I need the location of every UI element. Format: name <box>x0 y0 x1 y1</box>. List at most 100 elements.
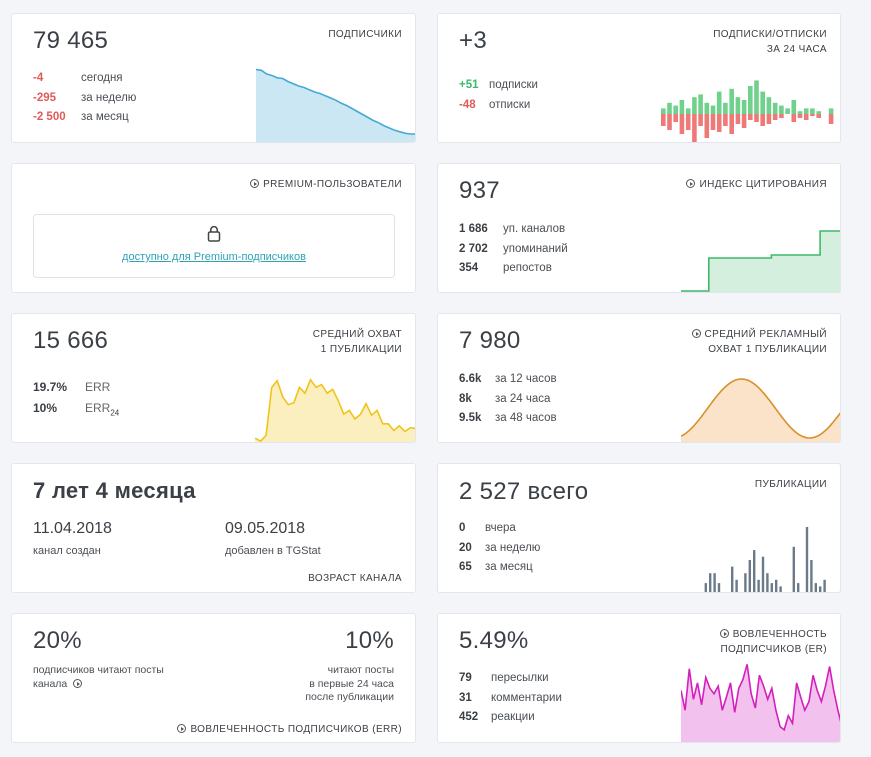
ad-reach-chart <box>681 378 840 442</box>
chart-bar <box>709 573 712 592</box>
stat-row: 2 702 упоминаний <box>459 240 568 260</box>
chart-bar <box>770 583 773 592</box>
ad-reach-stats: 6.6k за 12 часов 8k за 24 часа 9.5k за 48 час… <box>459 370 557 429</box>
subscribers-caption: ПОДПИСЧИКИ <box>328 29 402 40</box>
publications-total: 2 527 всего <box>459 478 588 506</box>
stat-label: за 12 часов <box>495 373 557 385</box>
stat-value: 19.7% <box>33 380 68 394</box>
bar-unsubscribe <box>673 114 678 122</box>
stat-row: -48 отписки <box>459 96 538 116</box>
stat-label: ERR <box>85 380 111 394</box>
ad-reach-caption: СРЕДНИЙ РЕКЛАМНЫЙ ОХВАТ 1 ПУБЛИКАЦИИ <box>691 327 828 357</box>
stat-row: 1 686 уп. каналов <box>459 220 568 240</box>
avg-reach-card[interactable]: 15 666 СРЕДНИЙ ОХВАТ 1 ПУБЛИКАЦИИ 19.7% E… <box>11 313 416 443</box>
err-card: 20% подписчиков читают посты канала 10% … <box>11 613 416 743</box>
chart-bar <box>779 586 782 592</box>
bar-subscribe <box>673 105 678 114</box>
chart-bar <box>819 586 822 592</box>
stat-row: 9.5k за 48 часов <box>459 409 557 429</box>
stat-row: +51 подписки <box>459 76 538 96</box>
bar-subscribe <box>679 100 685 114</box>
ad-reach-card[interactable]: 7 980 СРЕДНИЙ РЕКЛАМНЫЙ ОХВАТ 1 ПУБЛИКАЦ… <box>437 313 841 443</box>
subscribers-count: 79 465 <box>33 27 109 54</box>
stat-label: за неделю <box>81 91 137 104</box>
bar-unsubscribe <box>766 114 772 124</box>
publications-chart <box>704 527 826 592</box>
ad-reach-caption-line2: ОХВАТ 1 ПУБЛИКАЦИИ <box>708 344 827 355</box>
stat-row: 0 вчера <box>459 519 540 539</box>
bar-unsubscribe <box>698 114 703 126</box>
chart-line <box>255 378 415 442</box>
bar-subscribe <box>716 91 722 114</box>
stat-value: 0 <box>459 522 466 534</box>
help-icon[interactable] <box>73 678 83 688</box>
bar-unsubscribe <box>779 114 784 118</box>
chart-bar <box>731 566 734 592</box>
stat-value: 10% <box>33 400 58 415</box>
stat-value: -48 <box>459 98 476 111</box>
ad-reach-value: 7 980 <box>459 327 521 354</box>
stat-row: -295 за неделю <box>33 89 136 109</box>
subs-unsubs-chart <box>661 80 834 142</box>
stat-value: 79 <box>459 672 472 684</box>
stat-row: 31 комментарии <box>459 689 562 709</box>
stat-value: -295 <box>33 91 57 104</box>
bar-unsubscribe <box>748 114 753 120</box>
subs-unsubs-caption-line2: ЗА 24 ЧАСА <box>766 44 827 55</box>
bar-unsubscribe <box>741 114 747 128</box>
subs-unsubs-caption: ПОДПИСКИ/ОТПИСКИ ЗА 24 ЧАСА <box>713 27 827 57</box>
premium-locked-box[interactable]: доступно для Premium-подписчиков <box>33 214 395 278</box>
chart-bar <box>757 579 760 592</box>
citation-caption-text: ИНДЕКС ЦИТИРОВАНИЯ <box>699 179 827 190</box>
bar-subscribe <box>760 91 765 114</box>
premium-caption-text: PREMIUM-ПОЛЬЗОВАТЕЛИ <box>263 179 402 190</box>
bar-unsubscribe <box>816 114 821 118</box>
info-icon <box>686 179 696 188</box>
publications-stats: 0 вчера 20 за неделю 65 за месяц <box>459 519 540 578</box>
subscribers-chart <box>256 68 415 142</box>
bar-subscribe <box>735 97 741 114</box>
stat-label: подписки <box>489 79 538 91</box>
chart-bar <box>792 546 795 592</box>
info-icon <box>177 724 187 733</box>
stat-row: 354 репостов <box>459 259 568 279</box>
chart-bar <box>735 579 738 592</box>
stat-label: вчера <box>485 522 516 534</box>
bar-unsubscribe <box>828 114 834 124</box>
stat-label-sub: 24 <box>110 407 120 417</box>
stat-label: сегодня <box>81 72 123 84</box>
stat-label: упоминаний <box>503 242 568 255</box>
stat-label: за 48 часов <box>495 412 557 424</box>
bar-unsubscribe <box>679 114 685 134</box>
avg-reach-caption-line2: 1 ПУБЛИКАЦИИ <box>320 344 402 355</box>
stat-value: 354 <box>459 262 479 274</box>
subs-unsubs-stats: +51 подписки -48 отписки <box>459 76 538 115</box>
stat-row: -2 500 за месяц <box>33 108 136 128</box>
stat-row: 65 за месяц <box>459 558 540 578</box>
subscribers-card[interactable]: 79 465 ПОДПИСЧИКИ -4 сегодня -295 за неделю… <box>11 13 416 143</box>
chart-bar <box>748 560 751 592</box>
premium-link[interactable]: доступно для Premium-подписчиков <box>122 251 306 263</box>
er-caption-line2: ПОДПИСЧИКОВ (ER) <box>720 644 827 655</box>
er-card[interactable]: 5.49% ВОВЛЕЧЕННОСТЬ ПОДПИСЧИКОВ (ER) 79 п… <box>437 613 841 743</box>
citation-card[interactable]: 937 ИНДЕКС ЦИТИРОВАНИЯ 1 686 уп. каналов 2… <box>437 163 841 293</box>
bar-unsubscribe <box>810 114 815 116</box>
publications-suffix: всего <box>527 478 589 505</box>
subs-unsubs-card[interactable]: +3 ПОДПИСКИ/ОТПИСКИ ЗА 24 ЧАСА +51 подпис… <box>437 13 841 143</box>
citation-stats: 1 686 уп. каналов 2 702 упоминаний 354 репост… <box>459 220 568 279</box>
info-icon <box>691 329 701 338</box>
chart-area <box>681 231 840 292</box>
avg-reach-value: 15 666 <box>33 327 109 354</box>
stat-value: 452 <box>459 711 479 723</box>
citation-caption: ИНДЕКС ЦИТИРОВАНИЯ <box>686 177 827 192</box>
bar-unsubscribe <box>692 114 697 142</box>
stat-label: комментарии <box>491 691 562 704</box>
bar-subscribe <box>692 97 697 114</box>
bar-unsubscribe <box>803 114 809 120</box>
channel-age-card: 7 лет 4 месяца 11.04.2018 канал создан 0… <box>11 463 416 593</box>
chart-bar <box>753 550 756 592</box>
publications-card[interactable]: 2 527 всего ПУБЛИКАЦИИ 0 вчера 20 за неделю… <box>437 463 841 593</box>
chart-bar <box>713 573 716 592</box>
created-label: канал создан <box>33 545 101 557</box>
bar-subscribe <box>772 102 778 114</box>
